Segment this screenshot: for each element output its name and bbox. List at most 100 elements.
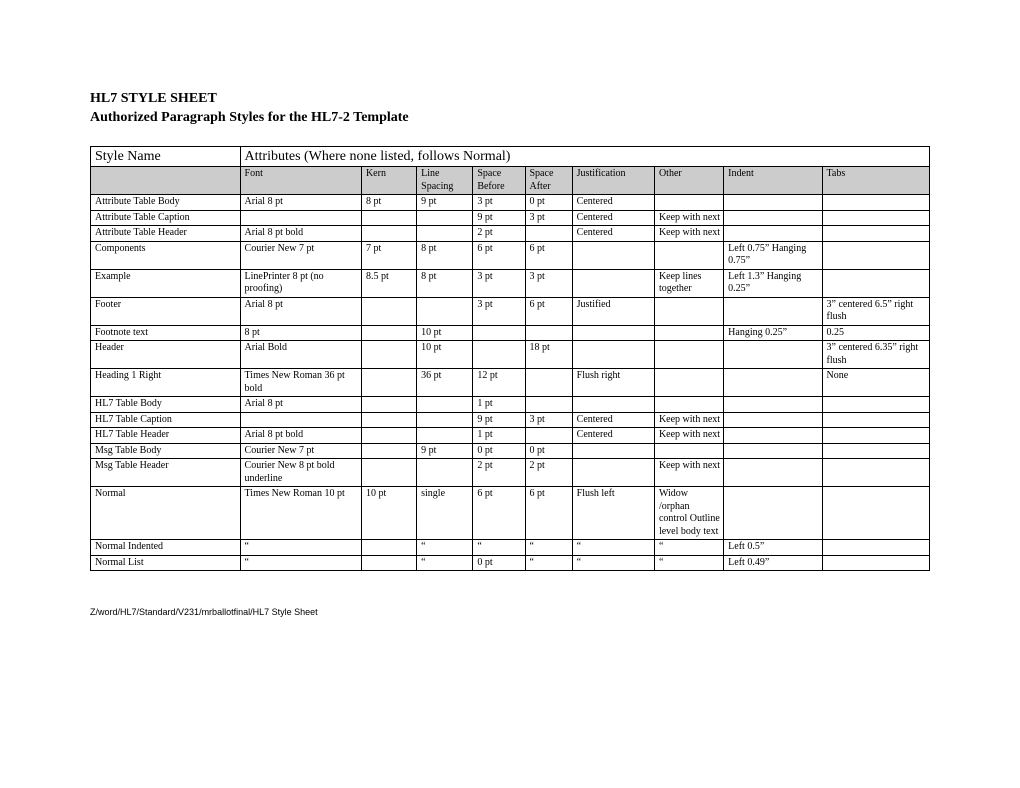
cell-other <box>654 369 723 397</box>
cell-other: “ <box>654 555 723 571</box>
cell-indent <box>724 428 822 444</box>
cell-other: Keep with next <box>654 210 723 226</box>
cell-tabs <box>822 555 929 571</box>
table-row: ComponentsCourier New 7 pt7 pt8 pt6 pt6 … <box>91 241 930 269</box>
cell-before: 6 pt <box>473 241 525 269</box>
cell-just: Centered <box>572 428 654 444</box>
cell-other <box>654 341 723 369</box>
cell-line: 10 pt <box>417 341 473 369</box>
cell-tabs <box>822 226 929 242</box>
table-row: HL7 Table BodyArial 8 pt1 pt <box>91 397 930 413</box>
table-row: Heading 1 RightTimes New Roman 36 pt bol… <box>91 369 930 397</box>
cell-just <box>572 443 654 459</box>
cell-just: Centered <box>572 210 654 226</box>
cell-name: Footer <box>91 297 241 325</box>
cell-after <box>525 428 572 444</box>
cell-name: Attribute Table Caption <box>91 210 241 226</box>
cell-just: Flush left <box>572 487 654 540</box>
cell-font: Arial 8 pt bold <box>240 428 361 444</box>
cell-kern <box>361 540 416 556</box>
subheader-blank <box>91 167 241 195</box>
cell-indent <box>724 412 822 428</box>
cell-font: Courier New 7 pt <box>240 241 361 269</box>
subheader-line-spacing: Line Spacing <box>417 167 473 195</box>
cell-just <box>572 459 654 487</box>
cell-indent <box>724 443 822 459</box>
cell-other <box>654 443 723 459</box>
cell-before: 3 pt <box>473 269 525 297</box>
table-row: Normal Indented““““““Left 0.5” <box>91 540 930 556</box>
table-row: Attribute Table BodyArial 8 pt8 pt9 pt3 … <box>91 195 930 211</box>
cell-font: Times New Roman 10 pt <box>240 487 361 540</box>
cell-font: Arial 8 pt <box>240 195 361 211</box>
cell-name: HL7 Table Header <box>91 428 241 444</box>
cell-line <box>417 297 473 325</box>
cell-line <box>417 226 473 242</box>
cell-kern <box>361 443 416 459</box>
cell-kern <box>361 210 416 226</box>
style-table: Style Name Attributes (Where none listed… <box>90 146 930 572</box>
subheader-space-before: Space Before <box>473 167 525 195</box>
cell-kern <box>361 341 416 369</box>
cell-line: 10 pt <box>417 325 473 341</box>
cell-after: “ <box>525 540 572 556</box>
cell-name: Footnote text <box>91 325 241 341</box>
cell-other <box>654 325 723 341</box>
cell-indent <box>724 210 822 226</box>
footer-path: Z/word/HL7/Standard/V231/mrballotfinal/H… <box>90 607 930 617</box>
cell-kern <box>361 428 416 444</box>
cell-after <box>525 397 572 413</box>
table-row: HeaderArial Bold10 pt18 pt3” centered 6.… <box>91 341 930 369</box>
cell-name: Components <box>91 241 241 269</box>
cell-kern <box>361 412 416 428</box>
cell-name: Normal Indented <box>91 540 241 556</box>
cell-tabs: 0.25 <box>822 325 929 341</box>
cell-after: 3 pt <box>525 210 572 226</box>
cell-tabs <box>822 540 929 556</box>
table-row: Normal List““0 pt“““Left 0.49” <box>91 555 930 571</box>
cell-line: 36 pt <box>417 369 473 397</box>
cell-line: 9 pt <box>417 195 473 211</box>
cell-font: “ <box>240 540 361 556</box>
cell-before: 0 pt <box>473 555 525 571</box>
cell-before: 9 pt <box>473 412 525 428</box>
cell-kern <box>361 555 416 571</box>
cell-before: 1 pt <box>473 428 525 444</box>
cell-other: Keep with next <box>654 428 723 444</box>
cell-kern: 10 pt <box>361 487 416 540</box>
cell-name: Attribute Table Body <box>91 195 241 211</box>
cell-line: 9 pt <box>417 443 473 459</box>
cell-just: Justified <box>572 297 654 325</box>
subheader-kern: Kern <box>361 167 416 195</box>
cell-kern <box>361 325 416 341</box>
cell-font: Arial 8 pt bold <box>240 226 361 242</box>
cell-tabs <box>822 412 929 428</box>
cell-name: Attribute Table Header <box>91 226 241 242</box>
cell-before: 1 pt <box>473 397 525 413</box>
table-row: Attribute Table HeaderArial 8 pt bold2 p… <box>91 226 930 242</box>
cell-kern <box>361 459 416 487</box>
cell-other: Keep with next <box>654 459 723 487</box>
cell-indent <box>724 397 822 413</box>
col-header-attributes: Attributes (Where none listed, follows N… <box>240 146 929 167</box>
cell-just: Flush right <box>572 369 654 397</box>
cell-after: 0 pt <box>525 443 572 459</box>
cell-after: 3 pt <box>525 269 572 297</box>
cell-before <box>473 325 525 341</box>
cell-line: 8 pt <box>417 241 473 269</box>
cell-name: Normal <box>91 487 241 540</box>
cell-name: Header <box>91 341 241 369</box>
cell-indent: Left 1.3” Hanging 0.25” <box>724 269 822 297</box>
cell-name: HL7 Table Body <box>91 397 241 413</box>
cell-other: Keep with next <box>654 412 723 428</box>
cell-kern <box>361 397 416 413</box>
subheader-font: Font <box>240 167 361 195</box>
title-block: HL7 STYLE SHEET Authorized Paragraph Sty… <box>90 90 930 128</box>
cell-just: Centered <box>572 195 654 211</box>
cell-before <box>473 341 525 369</box>
cell-other: Keep with next <box>654 226 723 242</box>
cell-after: “ <box>525 555 572 571</box>
cell-before: “ <box>473 540 525 556</box>
cell-indent: Left 0.5” <box>724 540 822 556</box>
table-row: Attribute Table Caption9 pt3 ptCenteredK… <box>91 210 930 226</box>
